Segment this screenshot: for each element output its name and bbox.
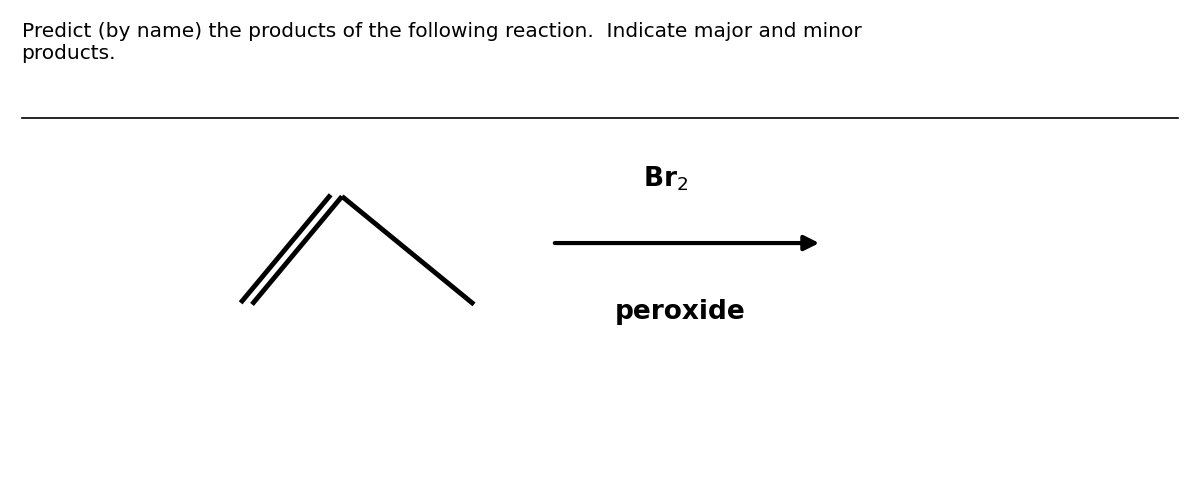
Text: peroxide: peroxide (616, 299, 745, 325)
Text: Br$_2$: Br$_2$ (643, 165, 689, 193)
Text: Predict (by name) the products of the following reaction.  Indicate major and mi: Predict (by name) the products of the fo… (22, 22, 862, 63)
